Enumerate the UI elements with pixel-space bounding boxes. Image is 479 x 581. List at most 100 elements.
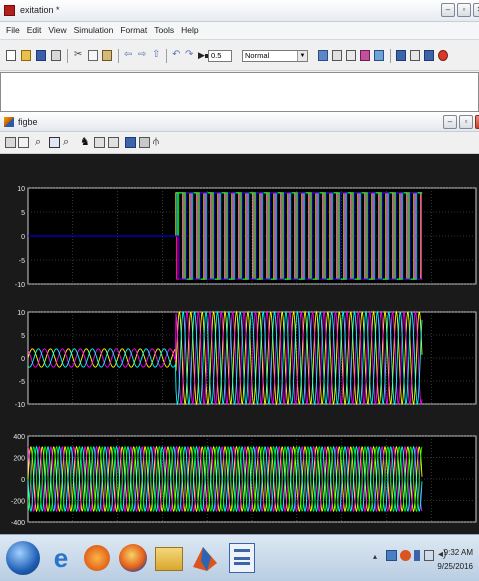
y-tick-label: 5 <box>21 333 25 340</box>
menu-view[interactable]: View <box>48 25 67 35</box>
y-tick-label: 200 <box>13 456 25 463</box>
matlab-logo-icon <box>193 547 217 571</box>
model-titlebar: exitation * – ▫ ✕ <box>0 0 479 22</box>
y-tick-label: 0 <box>21 356 25 363</box>
back-arrow-icon[interactable]: ⇦ <box>124 49 133 60</box>
minimize-button[interactable]: – <box>441 3 455 17</box>
tray-info-icon[interactable] <box>414 550 420 561</box>
update-icon[interactable] <box>424 50 434 61</box>
model-canvas[interactable] <box>0 72 479 112</box>
configuration-icon[interactable] <box>374 50 384 61</box>
minimize-button[interactable]: – <box>443 115 457 129</box>
zoom-icon[interactable]: ⌕ <box>35 136 42 148</box>
maximize-button[interactable]: ▫ <box>459 115 473 129</box>
tray-flag-icon[interactable] <box>424 550 434 561</box>
scope-plots-svg: 10 5 0 -5 -10 10 5 0 -5 -10 400 200 0 -200 -400 <box>11 186 477 527</box>
record-icon[interactable] <box>438 50 448 61</box>
ie-icon[interactable]: e <box>53 543 69 573</box>
play-icon[interactable]: ▶ <box>198 50 205 60</box>
block-properties-icon[interactable] <box>346 50 356 61</box>
redo-icon[interactable]: ↷ <box>185 49 194 60</box>
toolbar-separator <box>390 49 391 63</box>
scope-window-title: figbe <box>18 117 38 127</box>
close-button[interactable]: ✕ <box>473 3 479 17</box>
menu-edit[interactable]: Edit <box>26 25 42 35</box>
print-icon[interactable] <box>51 50 61 61</box>
plot-1-series-5 <box>28 192 423 280</box>
restore-axes-icon[interactable] <box>108 137 119 148</box>
autoscale-icon[interactable]: ♞ <box>80 136 90 148</box>
y-tick-label: 0 <box>21 234 25 241</box>
cut-icon[interactable]: ✂ <box>74 49 83 60</box>
plot-3-series-3 <box>27 445 423 513</box>
tray-clock-date[interactable]: 9/25/2016 <box>437 562 473 571</box>
toolbar-separator <box>67 49 68 63</box>
model-explorer-icon[interactable] <box>332 50 342 61</box>
y-tick-label: -200 <box>11 499 25 506</box>
file-explorer-icon[interactable] <box>155 547 183 571</box>
parameters-icon[interactable] <box>18 137 29 148</box>
library-browser-icon[interactable] <box>318 50 328 61</box>
volume-icon[interactable]: ◂) <box>438 549 447 560</box>
y-tick-label: -10 <box>15 402 25 409</box>
signal-selection-icon[interactable]: ⫛ <box>153 136 159 147</box>
plot-2-series-3 <box>27 310 423 406</box>
forward-arrow-icon[interactable]: ⇨ <box>138 49 147 60</box>
floating-scope-icon[interactable] <box>125 137 136 148</box>
simulation-mode-select[interactable]: Normal ▼ <box>242 50 308 62</box>
maximize-button[interactable]: ▫ <box>457 3 471 17</box>
chevron-down-icon[interactable]: ▼ <box>297 51 307 61</box>
new-model-icon[interactable] <box>6 50 16 61</box>
scope-plot-area: 10 5 0 -5 -10 10 5 0 -5 -10 400 200 0 -200 -400 <box>0 154 479 534</box>
matlab-icon[interactable] <box>191 543 219 573</box>
zoom-x-icon[interactable] <box>49 137 60 148</box>
open-folder-icon[interactable] <box>21 50 31 61</box>
menu-bar: File Edit View Simulation Format Tools H… <box>0 22 479 39</box>
plot-3-series-1 <box>27 445 423 513</box>
start-button-icon[interactable] <box>6 541 40 575</box>
report-icon[interactable] <box>410 50 420 61</box>
tray-clock-time[interactable]: 9:32 AM <box>443 548 473 557</box>
lock-axes-icon[interactable] <box>139 137 150 148</box>
tray-network-icon[interactable] <box>386 550 397 561</box>
stop-time-input[interactable]: 0.5 <box>208 50 232 62</box>
simulation-mode-value: Normal <box>245 51 270 60</box>
up-arrow-icon[interactable]: ⇧ <box>152 49 161 60</box>
debugger-icon[interactable] <box>360 50 370 61</box>
model-window-title: exitation * <box>20 5 60 15</box>
y-tick-label: -400 <box>11 520 25 527</box>
close-button[interactable] <box>475 115 479 129</box>
y-tick-label: 10 <box>17 310 25 317</box>
y-tick-label: 10 <box>17 186 25 193</box>
media-player-icon[interactable] <box>84 545 110 571</box>
print-icon[interactable] <box>5 137 16 148</box>
toolbar-separator <box>118 49 119 63</box>
menu-simulation[interactable]: Simulation <box>73 25 114 35</box>
plot-1-series-6 <box>28 192 423 280</box>
stop-icon[interactable] <box>205 54 209 58</box>
firefox-icon[interactable] <box>119 544 147 572</box>
model-window-controls: – ▫ ✕ <box>441 3 479 17</box>
menu-format[interactable]: Format <box>120 25 148 35</box>
save-icon[interactable] <box>36 50 46 61</box>
zoom-y-icon[interactable]: ⌕ <box>63 136 70 148</box>
undo-icon[interactable]: ↶ <box>172 49 181 60</box>
save-axes-icon[interactable] <box>94 137 105 148</box>
menu-file[interactable]: File <box>6 25 20 35</box>
toolbar-separator <box>166 49 167 63</box>
tray-expand-icon[interactable]: ▴ <box>373 552 378 561</box>
menu-help[interactable]: Help <box>181 25 199 35</box>
menu-tools[interactable]: Tools <box>154 25 175 35</box>
simulink-app-icon <box>4 5 15 16</box>
windows-taskbar: e ▴ ◂) 9:32 AM 9/25/2016 <box>0 534 479 581</box>
y-tick-label: 0 <box>21 477 25 484</box>
plot-3-series-4 <box>27 445 423 513</box>
y-tick-label: 5 <box>21 210 25 217</box>
paste-icon[interactable] <box>102 50 112 61</box>
y-tick-label: -5 <box>19 258 25 265</box>
build-icon[interactable] <box>396 50 406 61</box>
figure-app-icon <box>4 117 14 127</box>
word-icon[interactable] <box>229 543 255 573</box>
tray-app-icon[interactable] <box>400 550 411 561</box>
copy-icon[interactable] <box>88 50 98 61</box>
